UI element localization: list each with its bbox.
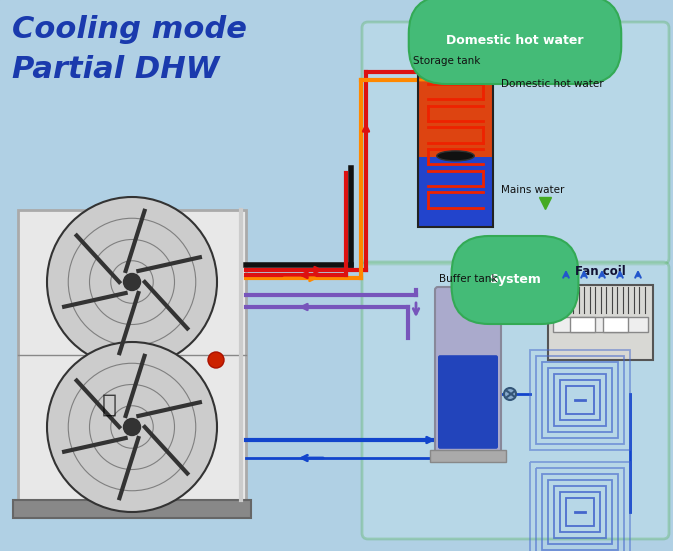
Bar [536, 356, 624, 444]
Text: Mains water: Mains water [501, 185, 565, 195]
Circle shape [208, 352, 224, 368]
Bar [542, 474, 618, 550]
Text: Domestic hot water: Domestic hot water [446, 34, 583, 46]
Text: Partial DHW: Partial DHW [12, 55, 219, 84]
FancyBboxPatch shape [435, 287, 501, 453]
FancyBboxPatch shape [438, 355, 498, 449]
Bar [548, 368, 612, 432]
Bar [566, 386, 594, 414]
Bar [570, 317, 595, 332]
Text: Buffer tank: Buffer tank [439, 274, 497, 284]
Bar [18, 210, 246, 500]
Bar [430, 450, 506, 462]
Bar [530, 350, 630, 450]
Bar [418, 157, 493, 227]
Bar [603, 317, 628, 332]
Circle shape [504, 388, 516, 400]
Bar [560, 380, 600, 420]
Circle shape [507, 309, 519, 321]
FancyBboxPatch shape [362, 262, 669, 539]
Bar [418, 72, 493, 157]
Bar [542, 362, 618, 438]
Bar [554, 374, 606, 426]
Bar [554, 486, 606, 538]
Text: Domestic hot water: Domestic hot water [501, 79, 604, 89]
Text: System: System [489, 273, 541, 287]
Bar [548, 285, 653, 360]
Circle shape [47, 197, 217, 367]
Bar [530, 462, 630, 551]
Bar [13, 500, 251, 518]
Circle shape [124, 419, 141, 435]
Bar [553, 317, 648, 332]
Bar [548, 480, 612, 544]
Ellipse shape [437, 151, 474, 161]
Bar [418, 72, 493, 227]
Text: Cooling mode: Cooling mode [12, 15, 247, 44]
Bar [566, 498, 594, 526]
Bar [560, 492, 600, 532]
Circle shape [124, 273, 141, 290]
Text: 🦅: 🦅 [102, 393, 117, 417]
Text: Fan coil: Fan coil [575, 265, 626, 278]
Bar [536, 468, 624, 551]
FancyBboxPatch shape [362, 22, 669, 264]
Circle shape [47, 342, 217, 512]
Text: Storage tank: Storage tank [413, 56, 481, 66]
